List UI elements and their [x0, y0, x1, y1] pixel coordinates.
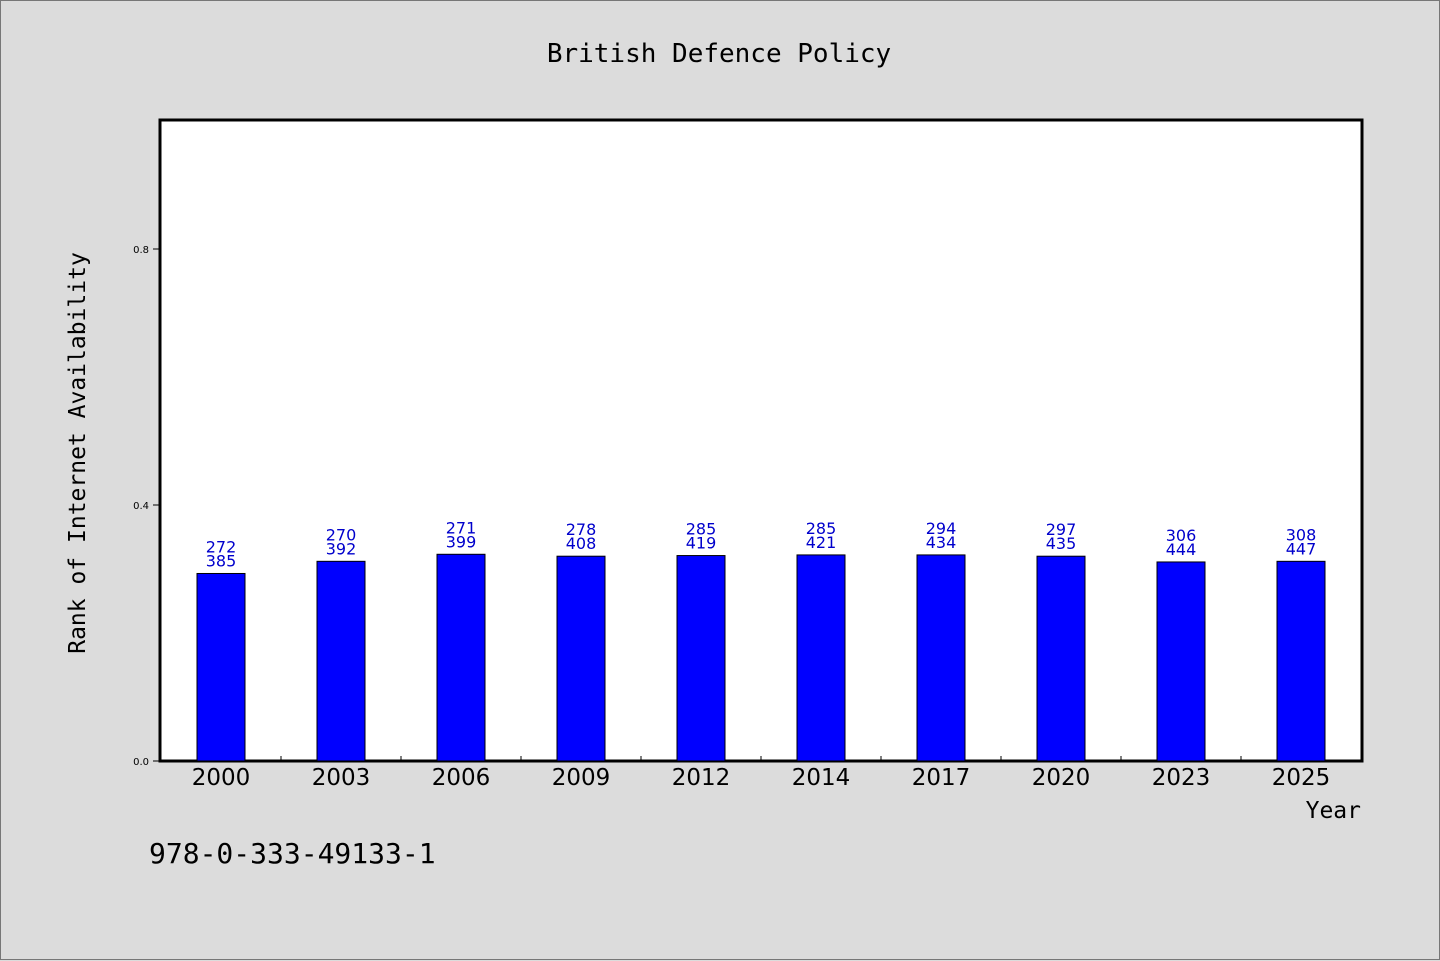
bar-label-top: 308 [1286, 525, 1317, 544]
bar-label-top: 270 [326, 525, 357, 544]
bars [196, 553, 1326, 762]
bar-label-bottom: 392 [326, 539, 357, 558]
x-tick-label: 2023 [1152, 765, 1211, 791]
bar-label-bottom: 444 [1166, 540, 1197, 559]
bar [196, 572, 246, 762]
x-tick-label: 2025 [1272, 765, 1331, 791]
bar-label-top: 285 [686, 520, 717, 539]
bar [676, 555, 726, 762]
footer-identifier: 978-0-333-49133-1 [149, 837, 436, 870]
x-axis-label: Year [1306, 798, 1361, 824]
bar [1156, 561, 1206, 762]
bar [1036, 555, 1086, 762]
bar [556, 555, 606, 762]
bar-label-top: 271 [446, 518, 477, 537]
chart-title: British Defence Policy [547, 39, 891, 69]
bar-label-bottom: 447 [1286, 539, 1317, 558]
x-tick-label: 2012 [672, 765, 731, 791]
y-axis-ticks: 0.0 0.4 0.8 [133, 245, 161, 768]
bar-label-top: 306 [1166, 526, 1197, 545]
x-tick-label: 2020 [1032, 765, 1091, 791]
bar-label-top: 285 [806, 519, 837, 538]
x-tick-label: 2006 [432, 765, 491, 791]
bar-label-bottom: 385 [206, 551, 237, 570]
x-axis-ticks: 2000 2003 2006 2009 2012 2014 2017 2020 2023 2025 [192, 756, 1331, 791]
bar-label-top: 272 [206, 537, 237, 556]
x-tick-label: 2000 [192, 765, 251, 791]
bar-label-top: 297 [1046, 520, 1077, 539]
bar [316, 560, 366, 762]
x-tick-label: 2003 [312, 765, 371, 791]
data-labels: 2723852703922713992784082854192854212944… [206, 518, 1317, 570]
y-tick-label: 0.4 [133, 501, 149, 512]
bar [436, 553, 486, 762]
bar [916, 554, 966, 762]
x-tick-label: 2009 [552, 765, 611, 791]
x-tick-label: 2014 [792, 765, 851, 791]
bar-label-bottom: 421 [806, 533, 837, 552]
y-axis-label: Rank of Internet Availability [65, 252, 91, 654]
x-tick-label: 2017 [912, 765, 971, 791]
y-tick-label: 0.0 [133, 757, 149, 768]
bar [1276, 560, 1326, 762]
bar-label-top: 278 [566, 520, 597, 539]
bar-label-top: 294 [926, 519, 957, 538]
bar-label-bottom: 408 [566, 534, 597, 553]
bar-label-bottom: 435 [1046, 534, 1077, 553]
bar-label-bottom: 434 [926, 533, 957, 552]
bar-label-bottom: 399 [446, 532, 477, 551]
bar-label-bottom: 419 [686, 534, 717, 553]
bar [796, 554, 846, 762]
y-tick-label: 0.8 [133, 245, 149, 256]
